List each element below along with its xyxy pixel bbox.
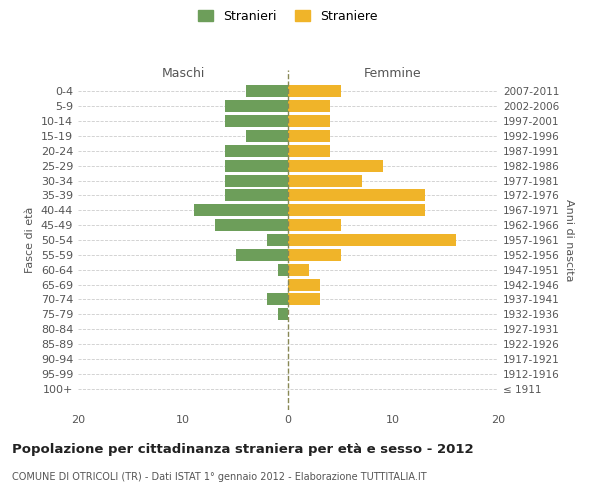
- Bar: [288, 130, 330, 142]
- Bar: [225, 115, 288, 127]
- Y-axis label: Fasce di età: Fasce di età: [25, 207, 35, 273]
- Bar: [288, 174, 361, 186]
- Y-axis label: Anni di nascita: Anni di nascita: [563, 198, 574, 281]
- Bar: [246, 130, 288, 142]
- Bar: [267, 234, 288, 246]
- Text: Femmine: Femmine: [364, 66, 422, 80]
- Bar: [288, 294, 320, 306]
- Bar: [288, 249, 341, 261]
- Bar: [225, 174, 288, 186]
- Bar: [288, 278, 320, 290]
- Bar: [277, 264, 288, 276]
- Text: COMUNE DI OTRICOLI (TR) - Dati ISTAT 1° gennaio 2012 - Elaborazione TUTTITALIA.I: COMUNE DI OTRICOLI (TR) - Dati ISTAT 1° …: [12, 472, 427, 482]
- Legend: Stranieri, Straniere: Stranieri, Straniere: [193, 5, 383, 28]
- Bar: [288, 204, 425, 216]
- Bar: [288, 86, 341, 98]
- Bar: [225, 190, 288, 202]
- Bar: [288, 219, 341, 231]
- Bar: [288, 145, 330, 157]
- Bar: [288, 234, 456, 246]
- Bar: [288, 160, 383, 172]
- Bar: [246, 86, 288, 98]
- Bar: [235, 249, 288, 261]
- Bar: [277, 308, 288, 320]
- Bar: [225, 160, 288, 172]
- Text: Popolazione per cittadinanza straniera per età e sesso - 2012: Popolazione per cittadinanza straniera p…: [12, 442, 473, 456]
- Bar: [225, 100, 288, 112]
- Bar: [288, 264, 309, 276]
- Bar: [193, 204, 288, 216]
- Bar: [288, 115, 330, 127]
- Text: Maschi: Maschi: [161, 66, 205, 80]
- Bar: [288, 190, 425, 202]
- Bar: [215, 219, 288, 231]
- Bar: [267, 294, 288, 306]
- Bar: [225, 145, 288, 157]
- Bar: [288, 100, 330, 112]
